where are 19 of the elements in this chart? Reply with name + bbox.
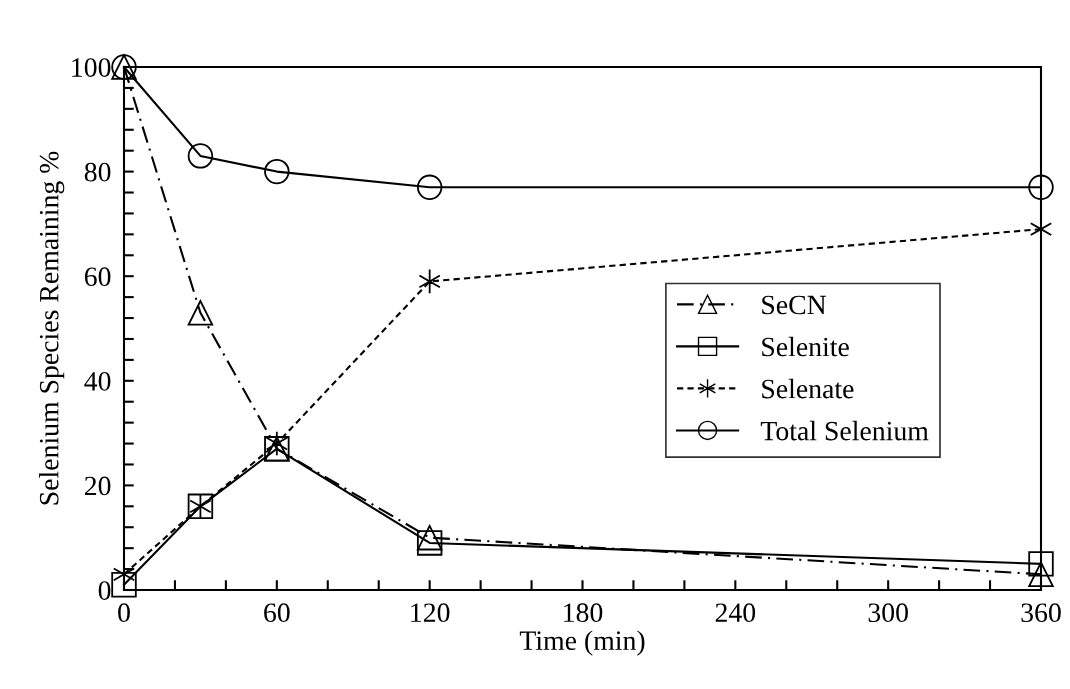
x-tick-label: 300 [868,603,908,623]
legend-label: SeCN [762,295,827,315]
x-tick-label: 360 [1021,603,1061,623]
x-tick-label: 180 [564,603,603,623]
y-tick-label: 100 [72,58,111,77]
legend-label: Selenate [762,378,854,399]
y-tick-label: 0 [98,581,111,600]
legend-label: Selenite [762,336,849,357]
x-axis-title: Time (min) [519,630,645,656]
x-tick-label: 240 [715,603,756,623]
y-axis-title: Selenium Species Remaining % [39,151,65,505]
y-tick-label: 20 [84,476,111,496]
x-tick-label: 60 [264,603,290,623]
x-tick-label: 0 [118,603,130,623]
y-tick-label: 80 [84,162,111,182]
x-tick-label: 120 [411,603,450,623]
y-tick-label: 40 [84,371,111,391]
y-tick-label: 60 [84,267,111,287]
legend-label: Total Selenium [760,420,929,441]
